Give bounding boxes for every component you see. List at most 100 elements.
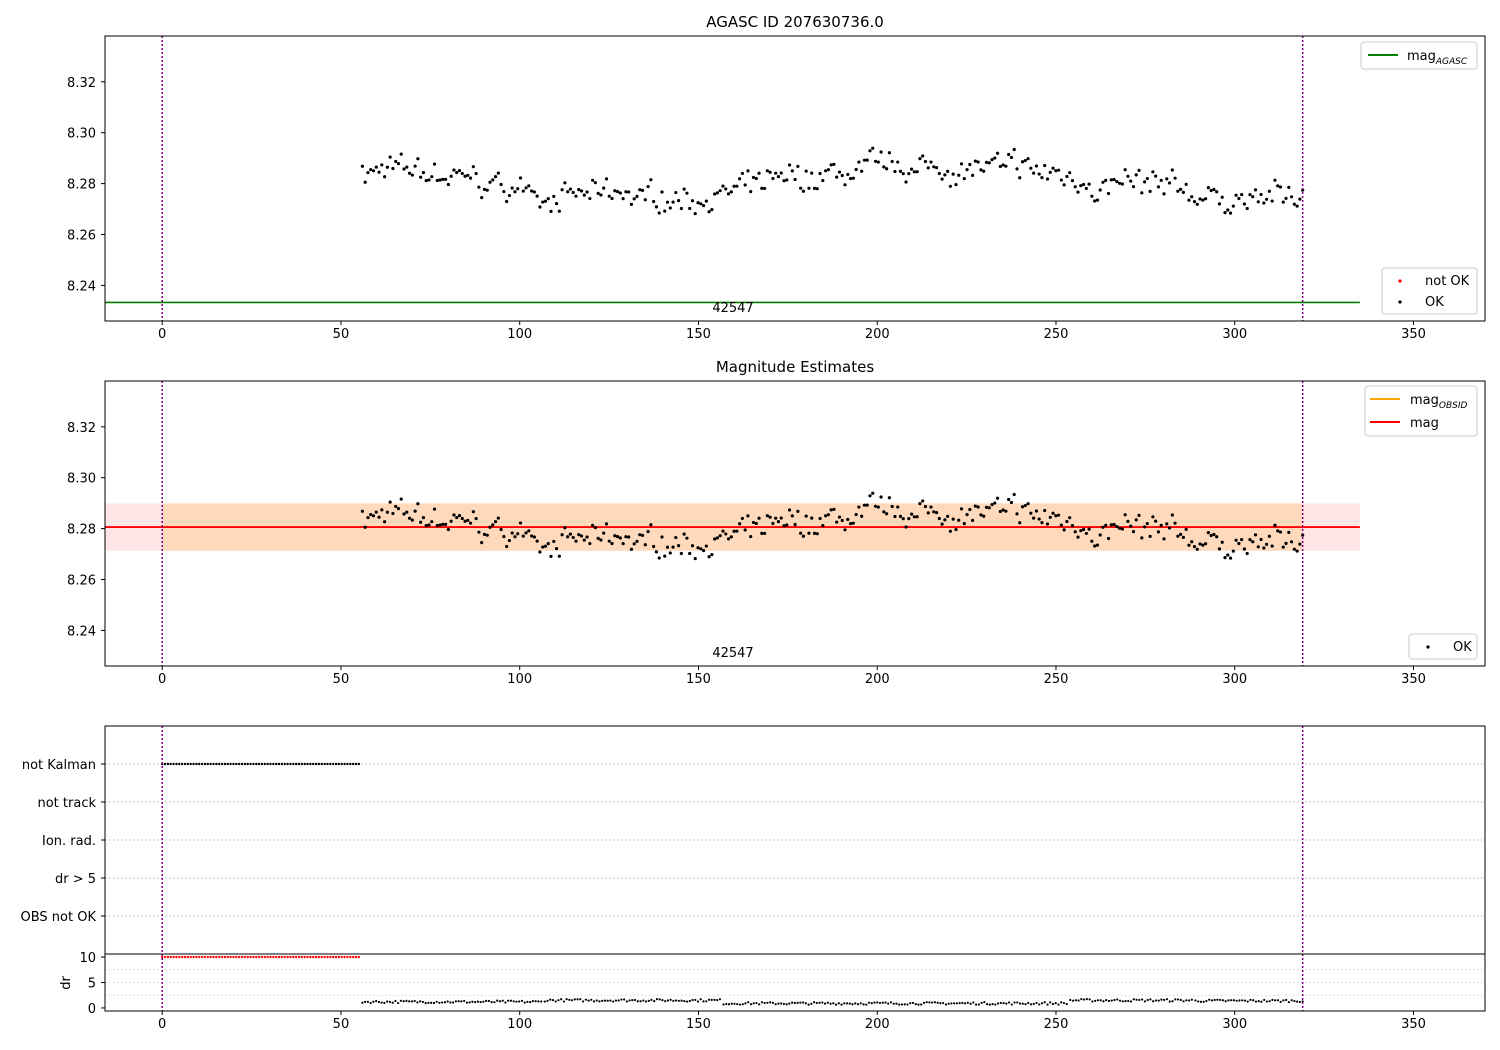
ok-point (604, 177, 609, 181)
dr-point (523, 1001, 526, 1004)
dr-point (576, 998, 579, 1001)
ok-point (887, 151, 891, 155)
dr-point (625, 1000, 628, 1003)
ok-point (1118, 181, 1122, 185)
ok-point (1265, 542, 1269, 546)
dr-point (633, 998, 637, 1002)
ok-point (649, 178, 653, 182)
dr-point (1268, 1000, 1271, 1003)
ok-point (738, 522, 742, 526)
ok-point (1278, 530, 1283, 534)
not-kalman-point (249, 762, 252, 766)
ok-point (921, 499, 925, 503)
ok-point (1059, 178, 1063, 182)
dr-point (755, 1001, 758, 1005)
ok-point (1289, 540, 1294, 544)
panel-2-ytick-label: 8.24 (67, 624, 96, 639)
ok-point (890, 159, 894, 164)
dr-point (826, 1001, 829, 1004)
ok-point (524, 186, 528, 190)
panel-1-ytick-label: 8.28 (67, 178, 96, 193)
dr-clipped-point (323, 955, 326, 959)
ok-point (1034, 509, 1039, 513)
ok-point (441, 177, 445, 181)
ok-point (1142, 180, 1147, 184)
dr-point (1171, 1000, 1174, 1003)
ok-point (419, 175, 423, 179)
dr-point (620, 998, 623, 1001)
ok-point (1237, 196, 1241, 201)
ok-point (552, 539, 556, 544)
ok-point (696, 201, 700, 205)
ok-point (926, 166, 930, 170)
not-kalman-point (351, 762, 355, 766)
dr-point (969, 1002, 972, 1005)
ok-point (1137, 168, 1141, 173)
panel-1-title: AGASC ID 207630736.0 (706, 13, 884, 31)
ok-point (685, 191, 689, 195)
ok-point (627, 535, 631, 539)
dr-point (361, 1001, 364, 1004)
ok-point (762, 186, 767, 191)
dr-point (571, 999, 574, 1002)
not-kalman-point (300, 762, 304, 766)
ok-point (893, 169, 897, 174)
ok-point (366, 170, 370, 175)
dr-clipped-point (217, 955, 221, 959)
ok-point (1129, 524, 1133, 528)
panel-1-ytick-label: 8.26 (67, 228, 96, 243)
not-kalman-point (166, 762, 170, 766)
dr-point (666, 999, 670, 1002)
dr-point (1271, 998, 1274, 1001)
dr-clipped-point (198, 955, 201, 959)
dr-point (457, 1000, 460, 1003)
ok-point (1281, 545, 1285, 549)
ok-point (391, 166, 395, 171)
ok-point (701, 203, 706, 208)
dr-point (980, 1001, 983, 1005)
ok-point (826, 513, 830, 517)
ok-point (721, 529, 725, 533)
ok-point (879, 495, 883, 499)
ok-point (413, 509, 417, 513)
ok-point (735, 529, 739, 533)
dr-clipped-point (274, 955, 278, 959)
dr-point (738, 1003, 742, 1006)
ok-point (1234, 193, 1238, 197)
panel-4-xtick-label: 200 (865, 1017, 890, 1032)
dr-point (465, 1001, 469, 1004)
dr-point (680, 999, 683, 1002)
ok-point (643, 543, 647, 547)
panel-1-xtick-label: 350 (1401, 327, 1426, 342)
panel-2-legend-top: magOBSID mag (1364, 385, 1478, 437)
dr-point (1276, 999, 1280, 1002)
ok-point (665, 545, 670, 549)
ok-point (1151, 515, 1155, 519)
ok-point (896, 505, 900, 509)
dr-point (699, 998, 702, 1001)
ok-point (1148, 189, 1152, 193)
ok-point (380, 508, 384, 512)
dr-clipped-point (260, 955, 264, 959)
ok-point (1068, 171, 1072, 175)
dr-point (1065, 1002, 1068, 1006)
panel-2-xtick-label: 200 (865, 672, 890, 687)
dr-clipped-point (243, 955, 247, 959)
ok-point (1256, 200, 1260, 204)
ok-point (413, 164, 417, 168)
ok-point (679, 206, 683, 211)
dr-clipped-point (280, 955, 284, 959)
dr-point (1062, 1001, 1066, 1005)
dr-point (977, 1003, 980, 1006)
ok-point (507, 538, 512, 543)
dr-point (405, 999, 408, 1002)
dr-point (829, 1002, 832, 1005)
dr-point (1296, 1000, 1299, 1003)
ok-point (854, 512, 858, 517)
panel-4-xtick-label: 250 (1044, 1017, 1069, 1032)
legend-marker-ok (1426, 645, 1430, 649)
dr-clipped-point (326, 955, 329, 959)
ok-point (990, 503, 994, 507)
ok-point (998, 164, 1002, 169)
panel-2-legend-bottom: OK (1408, 633, 1478, 660)
